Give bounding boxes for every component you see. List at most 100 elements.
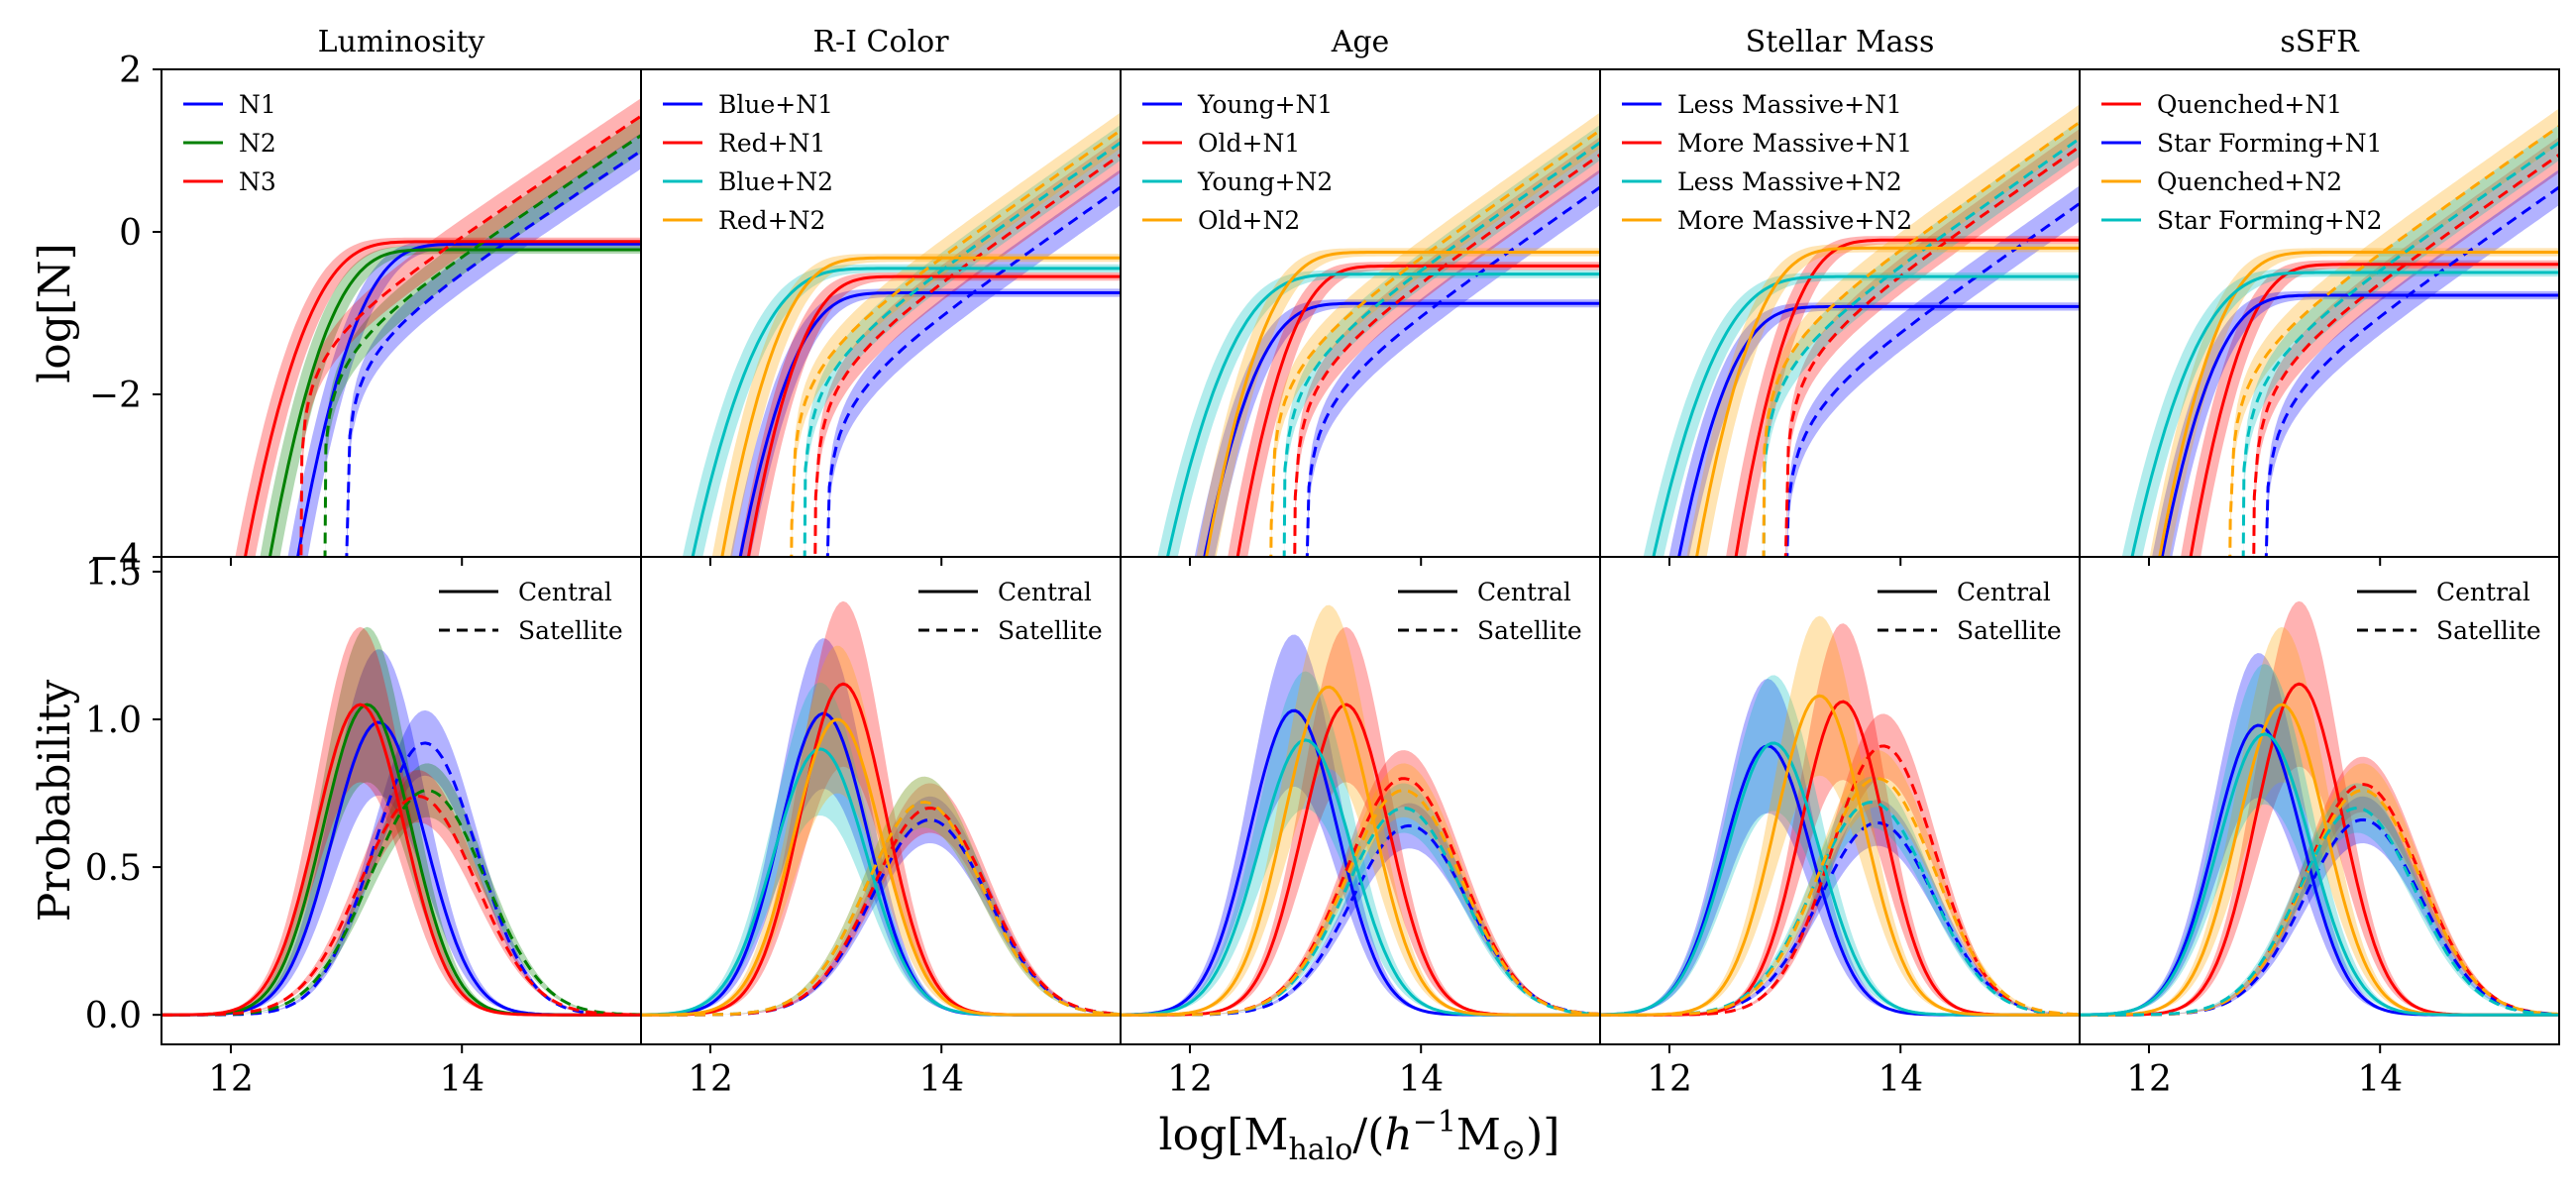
satellite-line-Star Forming+N1 [2264,185,2559,557]
satellite-line-Quenched+N1 [2252,153,2559,557]
top-lines-3 [1652,121,2080,557]
central-line-Old+N2 [1205,251,1600,557]
central-prob-band-Young+N1 [1121,634,1600,1016]
central-line-Old+N1 [1235,264,1600,557]
satellite-line-Red+N1 [813,153,1121,557]
x-tick-label-3-12: 12 [1647,1059,1692,1100]
satellite-line-Young+N1 [1305,185,1600,557]
top-lines-0 [243,114,641,557]
bottom-bands-0 [161,626,641,1016]
y-tick-label-top-0: 0 [119,213,142,254]
satellite-band-N1 [346,133,641,557]
satellite-band-Less Massive+N1 [1786,185,2080,557]
central-line-Red+N1 [746,274,1121,557]
central-prob-band-Quenched+N1 [2080,600,2559,1016]
panel-title-4: sSFR [2280,25,2360,59]
central-prob-band-N2 [161,626,641,1016]
satellite-line-More Massive+N1 [1783,145,2080,557]
linestyle-legend-label-Central: Central [2436,578,2530,606]
central-line-Young+N2 [1165,272,1600,557]
satellite-line-N1 [345,150,641,557]
bottom-bands-3 [1600,615,2080,1016]
satellite-band-Less Massive+N2 [1764,120,2080,557]
satellite-prob-line-Old+N2 [1121,789,1600,1017]
top-lines-1 [691,129,1121,557]
central-line-N2 [268,248,641,557]
satellite-line-Red+N2 [790,129,1121,557]
central-line-Blue+N1 [738,291,1121,557]
central-line-Quenched+N2 [2158,251,2559,557]
legend-label-Old+N2: Old+N2 [1198,206,1300,235]
central-prob-band-Young+N2 [1121,671,1600,1016]
satellite-prob-band-Star Forming+N2 [2080,783,2559,1016]
central-prob-band-Red+N1 [641,600,1121,1016]
y-tick-label-bottom-0.5: 0.5 [85,848,142,889]
satellite-line-Old+N1 [1293,153,1600,557]
central-prob-band-Star Forming+N2 [2080,664,2559,1016]
central-line-Less Massive+N2 [1652,274,2080,557]
satellite-band-More Massive+N2 [1763,104,2080,557]
legend-label-N3: N3 [239,167,276,196]
bottom-lines-2 [1121,685,1600,1017]
y-axis-label-bottom: Probability [30,680,80,923]
linestyle-legend-label-Central: Central [1477,578,1571,606]
legend-label-N1: N1 [239,90,276,119]
panel-title-3: Stellar Mass [1746,25,1935,59]
satellite-line-Blue+N2 [803,141,1121,557]
satellite-line-N3 [299,114,641,557]
central-line-Star Forming+N1 [2160,293,2559,557]
central-prob-band-More Massive+N2 [1600,615,2080,1016]
central-prob-line-Old+N2 [1121,685,1600,1017]
linestyle-legend-label-Central: Central [518,578,612,606]
x-tick-label-4-12: 12 [2126,1059,2172,1100]
top-bands-0 [235,98,641,557]
legend-label-Star Forming+N2: Star Forming+N2 [2157,206,2383,235]
legend-label-N2: N2 [239,129,276,158]
satellite-line-More Massive+N2 [1762,121,2080,557]
panel-title-1: R-I Color [812,25,949,59]
legend-label-More Massive+N2: More Massive+N2 [1677,206,1912,235]
top-bands-3 [1643,104,2080,557]
satellite-prob-band-More Massive+N2 [1600,750,2080,1016]
x-tick-label-2-14: 14 [1398,1059,1444,1100]
frames-layer [153,68,2560,1053]
legend-label-Old+N1: Old+N1 [1198,129,1300,158]
legend-label-Quenched+N1: Quenched+N1 [2157,90,2342,119]
x-tick-label-1-12: 12 [688,1059,733,1100]
legend-label-Quenched+N2: Quenched+N2 [2157,167,2342,196]
top-lines-4 [2130,125,2559,557]
satellite-band-N3 [300,98,641,557]
central-prob-band-Old+N2 [1121,604,1600,1016]
x-axis-label: log[Mhalo/(h−1M⊙)] [1159,1105,1560,1167]
central-prob-band-Blue+N1 [641,638,1121,1016]
central-line-Quenched+N1 [2189,263,2559,557]
y-tick-label-top-2: 2 [119,51,142,91]
legend-label-Young+N2: Young+N2 [1197,167,1333,196]
x-tick-label-4-14: 14 [2357,1059,2403,1100]
satellite-band-Blue+N2 [805,124,1121,557]
satellite-band-Old+N2 [1270,112,1600,557]
bottom-bands-1 [641,600,1121,1016]
panel-title-2: Age [1331,25,1390,59]
satellite-prob-line-More Massive+N2 [1600,777,2080,1017]
satellite-band-Star Forming+N2 [2243,124,2559,557]
legend-label-Blue+N2: Blue+N2 [718,167,833,196]
central-prob-line-Red+N2 [641,717,1121,1017]
central-line-N3 [243,240,641,557]
central-prob-band-Star Forming+N1 [2080,653,2559,1016]
linestyle-legend-label-Satellite: Satellite [1957,616,2062,645]
satellite-prob-line-N3 [161,794,641,1017]
satellite-prob-band-N3 [161,770,641,1016]
satellite-band-Young+N2 [1284,124,1600,557]
central-prob-band-Quenched+N2 [2080,626,2559,1016]
satellite-band-Quenched+N2 [2229,108,2559,557]
satellite-line-Quenched+N2 [2228,125,2559,557]
linestyle-legend-label-Central: Central [998,578,1092,606]
satellite-band-N2 [324,117,641,557]
x-tick-label-3-14: 14 [1878,1059,1923,1100]
satellite-prob-band-Less Massive+N2 [1600,776,2080,1016]
central-prob-band-Old+N1 [1121,626,1600,1016]
central-prob-line-N3 [161,703,641,1017]
y-tick-label-bottom-1: 1.0 [85,701,142,741]
